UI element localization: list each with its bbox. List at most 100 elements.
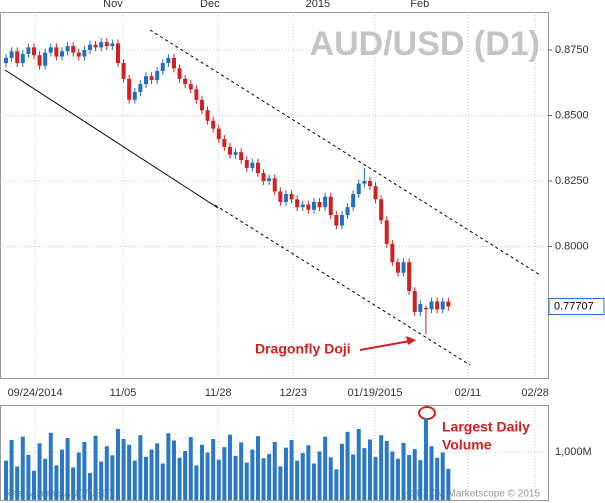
candle-body bbox=[216, 128, 221, 140]
top-tick-label: Nov bbox=[103, 0, 123, 10]
volume-bar bbox=[384, 440, 389, 500]
volume-bar bbox=[166, 433, 171, 500]
volume-bar bbox=[87, 473, 92, 500]
volume-bar bbox=[351, 454, 356, 500]
y-tick-label: 0.8250 bbox=[555, 175, 589, 187]
volume-bar bbox=[412, 449, 417, 500]
candle-body bbox=[166, 57, 171, 64]
annotation: Volume bbox=[442, 437, 492, 453]
candle-body bbox=[138, 84, 143, 92]
volume-bar bbox=[82, 441, 87, 500]
volume-bar bbox=[423, 417, 428, 500]
volume-bar bbox=[127, 444, 132, 500]
top-tick-label: Feb bbox=[410, 0, 429, 10]
top-tick-label: Dec bbox=[200, 0, 220, 10]
x-tick-label: 02/11 bbox=[455, 387, 482, 399]
x-tick-label: 11/05 bbox=[110, 387, 137, 399]
volume-bar bbox=[272, 441, 277, 500]
volume-bar bbox=[15, 466, 20, 500]
candle-body bbox=[351, 194, 356, 208]
candle-body bbox=[407, 262, 412, 292]
volume-bar bbox=[177, 457, 182, 500]
candle-body bbox=[311, 201, 316, 210]
candle-body bbox=[155, 70, 160, 81]
price-pane bbox=[0, 12, 549, 379]
candle-body bbox=[121, 63, 126, 79]
candle-body bbox=[222, 139, 227, 147]
candle-body bbox=[143, 76, 148, 85]
volume-bar bbox=[183, 451, 188, 500]
candle-body bbox=[48, 47, 53, 53]
volume-bar bbox=[31, 470, 36, 500]
volume-bar bbox=[311, 463, 316, 500]
volume-bar bbox=[429, 446, 434, 500]
candle-body bbox=[401, 262, 406, 273]
chart-title: AUD/USD (D1) bbox=[310, 25, 540, 63]
candle-body bbox=[87, 44, 92, 50]
candle-body bbox=[395, 262, 400, 273]
candle-body bbox=[261, 173, 266, 181]
candle-body bbox=[339, 215, 344, 226]
candle-body bbox=[295, 199, 300, 208]
volume-bar bbox=[379, 435, 384, 500]
volume-bar bbox=[160, 463, 165, 500]
volume-bar bbox=[233, 455, 238, 500]
volume-bar bbox=[356, 428, 361, 500]
volume-bar bbox=[43, 458, 48, 500]
candle-body bbox=[54, 47, 59, 57]
candle-body bbox=[317, 201, 322, 208]
price-label-box bbox=[548, 298, 605, 316]
candle-body bbox=[300, 204, 305, 208]
volume-bar bbox=[37, 443, 42, 500]
candle-body bbox=[194, 89, 199, 100]
volume-bar bbox=[93, 435, 98, 500]
volume-bar bbox=[115, 428, 120, 500]
candle-body bbox=[323, 196, 328, 208]
volume-bar bbox=[446, 468, 451, 500]
candle-body bbox=[244, 160, 249, 168]
volume-bar bbox=[345, 431, 350, 500]
volume-bar bbox=[261, 458, 266, 500]
volume-bar bbox=[143, 456, 148, 500]
candle-body bbox=[93, 44, 98, 48]
volume-bar bbox=[132, 460, 137, 500]
volume-bar bbox=[334, 469, 339, 500]
candle-body bbox=[59, 51, 64, 57]
candle-body bbox=[306, 204, 311, 210]
volume-bar bbox=[20, 436, 25, 500]
volume-bar bbox=[104, 446, 109, 500]
candle-body bbox=[367, 180, 372, 187]
credit: © FXCM Marketscope © 2015 bbox=[406, 489, 540, 500]
annotation: Dragonfly Doji bbox=[255, 341, 351, 357]
volume-bar bbox=[300, 452, 305, 500]
volume-bar bbox=[255, 436, 260, 500]
candle-body bbox=[20, 53, 25, 64]
y-tick-label: 1,000M bbox=[555, 446, 592, 458]
volume-bar bbox=[205, 452, 210, 500]
volume-bar bbox=[440, 452, 445, 500]
volume-bar bbox=[59, 449, 64, 500]
candle-body bbox=[3, 57, 8, 64]
candle-body bbox=[115, 43, 120, 64]
candle-body bbox=[429, 301, 434, 310]
candle-body bbox=[334, 215, 339, 226]
candle-body bbox=[15, 51, 20, 64]
volume-bar bbox=[278, 466, 283, 500]
volume-bar bbox=[295, 460, 300, 500]
volume-bar bbox=[395, 458, 400, 500]
volume-bar bbox=[199, 444, 204, 500]
x-tick-label: 09/24/2014 bbox=[8, 387, 63, 399]
candle-body bbox=[205, 110, 210, 121]
volume-bar bbox=[155, 443, 160, 500]
volume-bar bbox=[26, 454, 31, 500]
volume-bar bbox=[138, 435, 143, 500]
candle-body bbox=[418, 304, 423, 312]
volume-bar bbox=[244, 462, 249, 500]
y-tick-label: 0.8500 bbox=[555, 109, 589, 121]
candle-body bbox=[435, 301, 440, 310]
volume-bar bbox=[289, 439, 294, 500]
candle-body bbox=[267, 178, 272, 181]
candle-body bbox=[379, 199, 384, 221]
annotation-arrow bbox=[359, 340, 411, 351]
